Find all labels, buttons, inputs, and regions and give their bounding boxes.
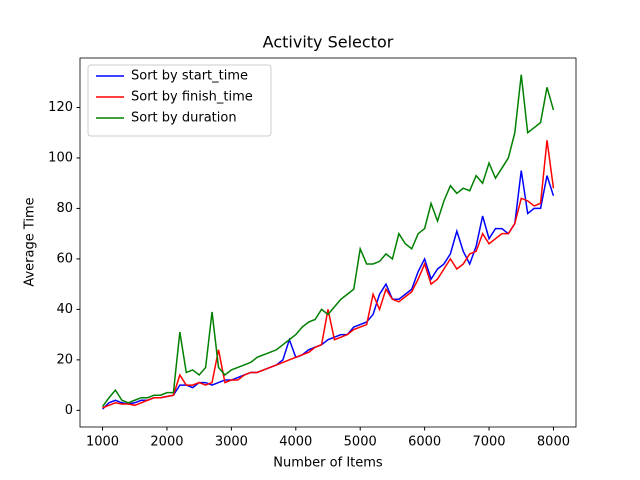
x-tick-label: 8000 — [537, 435, 570, 450]
legend-label: Sort by start_time — [131, 69, 248, 84]
x-tick-label: 5000 — [344, 435, 377, 450]
chart-title: Activity Selector — [263, 33, 394, 52]
y-tick-label: 0 — [65, 403, 73, 418]
x-tick-label: 7000 — [472, 435, 505, 450]
y-tick-label: 40 — [56, 302, 73, 317]
x-axis-label: Number of Items — [273, 456, 383, 471]
y-tick-label: 100 — [48, 150, 73, 165]
y-tick-label: 80 — [56, 201, 73, 216]
x-tick-label: 2000 — [150, 435, 183, 450]
x-tick-label: 1000 — [86, 435, 119, 450]
x-tick-label: 3000 — [215, 435, 248, 450]
line-series — [102, 140, 555, 409]
legend-label: Sort by duration — [131, 111, 237, 126]
axes-frame — [79, 57, 577, 428]
y-tick-label: 20 — [56, 352, 73, 367]
legend — [87, 64, 272, 137]
line-series — [101, 74, 555, 407]
y-tick-label: 120 — [48, 100, 73, 115]
line-series — [102, 170, 555, 410]
x-tick-label: 4000 — [279, 435, 312, 450]
y-axis-label: Average Time — [23, 197, 38, 286]
legend-label: Sort by finish_time — [131, 90, 253, 105]
y-tick-label: 60 — [56, 251, 73, 266]
x-tick-label: 6000 — [408, 435, 441, 450]
